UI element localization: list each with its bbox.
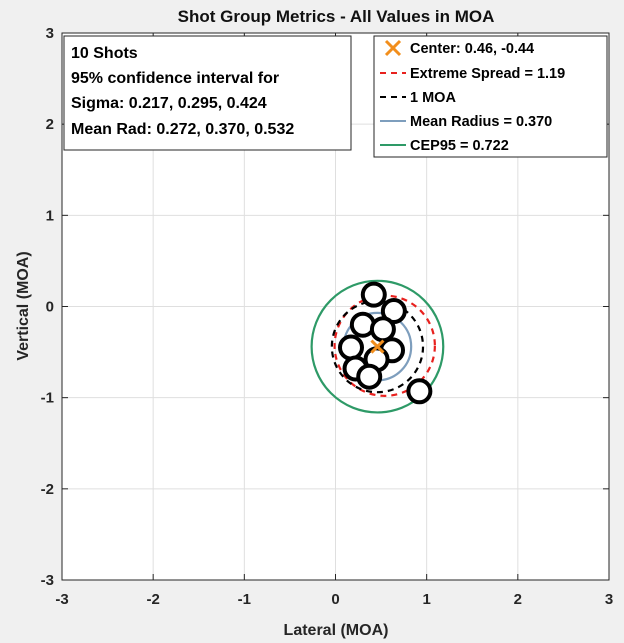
shot-marker [380, 298, 407, 325]
x-tick-label: -2 [146, 591, 159, 608]
shot-marker [406, 378, 433, 405]
shot-marker [360, 281, 387, 308]
legend-label-extreme-spread: Extreme Spread = 1.19 [410, 66, 565, 82]
info-mean-radius: Mean Rad: 0.272, 0.370, 0.532 [71, 121, 294, 138]
y-tick-label: 0 [46, 299, 54, 316]
shots [337, 281, 433, 405]
axis-ticks: -3 -2 -1 0 1 2 3 -3 -2 -1 0 1 2 3 [41, 25, 614, 608]
info-ci-label: 95% confidence interval for [71, 70, 279, 87]
legend-frame [373, 35, 608, 158]
info-box-frame [63, 35, 352, 151]
legend-x-marker-icon [384, 39, 402, 57]
shot-marker [337, 334, 364, 361]
legend-item-one-moa: 1 MOA [380, 90, 456, 106]
info-box: 10 Shots 95% confidence interval for Sig… [63, 35, 352, 151]
legend-item-mean-radius: Mean Radius = 0.370 [380, 114, 552, 130]
center-marker [370, 339, 385, 354]
shot-marker [369, 316, 396, 343]
chart-title: Shot Group Metrics - All Values in MOA [178, 7, 495, 26]
center-x-stroke [370, 339, 385, 354]
shot-marker [356, 363, 383, 390]
legend: Center: 0.46, -0.44 Extreme Spread = 1.1… [373, 35, 608, 158]
legend-item-cep95: CEP95 = 0.722 [380, 138, 509, 154]
x-axis-label: Lateral (MOA) [284, 622, 389, 639]
x-tick-label: 0 [331, 591, 339, 608]
legend-item-center: Center: 0.46, -0.44 [384, 39, 534, 57]
x-tick-label: 3 [605, 591, 613, 608]
x-tick-label: -3 [55, 591, 68, 608]
circle-cep95 [310, 279, 445, 414]
legend-label-one-moa: 1 MOA [410, 90, 456, 106]
x-tick-label: -1 [238, 591, 251, 608]
x-tick-label: 2 [514, 591, 522, 608]
legend-label-center: Center: 0.46, -0.44 [410, 41, 534, 57]
y-tick-label: 3 [46, 25, 54, 42]
y-tick-label: 1 [46, 207, 54, 224]
legend-label-cep95: CEP95 = 0.722 [410, 138, 509, 154]
x-tick-label: 1 [422, 591, 430, 608]
y-axis-label: Vertical (MOA) [15, 251, 32, 360]
info-shot-count: 10 Shots [71, 45, 138, 62]
y-tick-label: -1 [41, 390, 54, 407]
legend-label-mean-radius: Mean Radius = 0.370 [410, 114, 552, 130]
y-tick-label: -2 [41, 481, 54, 498]
y-tick-label: 2 [46, 116, 54, 133]
info-sigma: Sigma: 0.217, 0.295, 0.424 [71, 95, 267, 112]
y-tick-label: -3 [41, 572, 54, 589]
legend-item-extreme-spread: Extreme Spread = 1.19 [380, 66, 565, 82]
